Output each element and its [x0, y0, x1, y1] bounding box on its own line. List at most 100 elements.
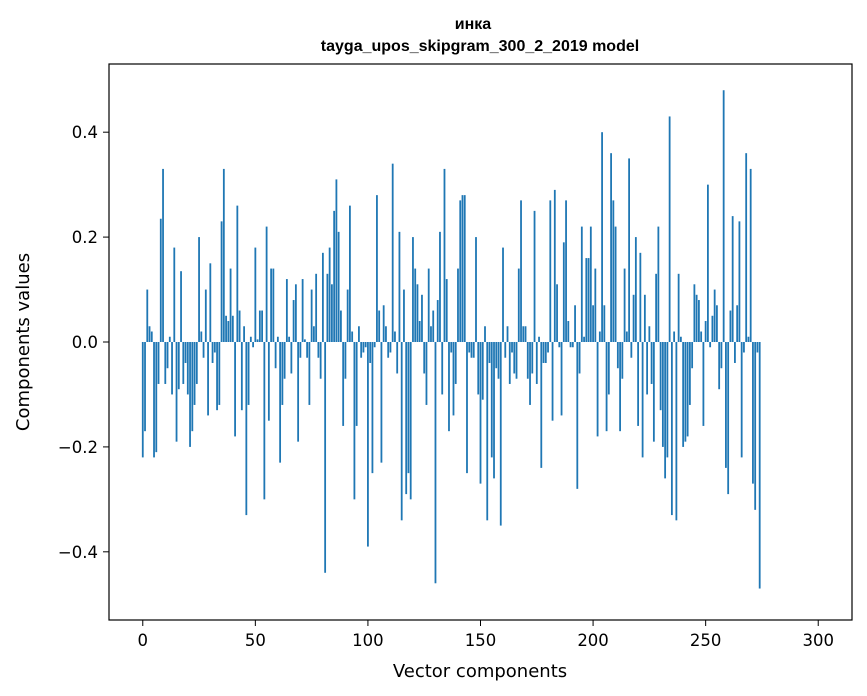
bar-125	[423, 342, 426, 374]
y-tick-label: −0.4	[58, 543, 98, 562]
bar-122	[416, 284, 419, 342]
bar-237	[675, 342, 678, 521]
bar-9	[162, 168, 164, 342]
bar-77	[315, 273, 318, 342]
plot-frame	[108, 63, 853, 621]
bar-253	[711, 315, 714, 342]
bar-256	[718, 342, 721, 390]
bar-109	[387, 342, 390, 358]
bar-41	[234, 342, 236, 437]
bar-47	[247, 342, 250, 405]
bar-245	[693, 284, 696, 342]
bar-36	[222, 168, 225, 342]
y-tick-label: 0.2	[72, 228, 98, 247]
bar-268	[745, 153, 748, 342]
bar-178	[542, 342, 545, 363]
bar-205	[603, 305, 606, 342]
bar-37	[225, 315, 227, 342]
bar-139	[454, 342, 457, 384]
bar-167	[517, 268, 520, 342]
bar-118	[407, 342, 410, 474]
bar-163	[508, 342, 511, 384]
bar-0	[141, 342, 144, 458]
bar-17	[180, 271, 182, 342]
bar-114	[398, 231, 401, 342]
bar-64	[285, 279, 288, 342]
bar-10	[164, 342, 167, 384]
x-tick-label: 100	[352, 631, 384, 650]
bar-88	[340, 310, 342, 342]
bar-50	[254, 247, 257, 342]
bar-71	[301, 279, 304, 342]
bar-186	[560, 342, 563, 416]
bar-55	[265, 226, 268, 342]
bar-151	[481, 342, 484, 400]
y-axis-ticks: −0.4 −0.2 0.0 0.2 0.4	[58, 123, 109, 562]
bar-84	[331, 284, 333, 342]
bar-153	[486, 342, 489, 521]
chart-subtitle: tayga_upos_skipgram_300_2_2019 model	[321, 38, 639, 55]
bar-18	[182, 342, 185, 384]
bar-217	[630, 342, 633, 358]
bar-193	[576, 342, 579, 489]
bar-82	[326, 273, 329, 342]
bar-121	[414, 268, 417, 342]
bar-266	[740, 342, 743, 458]
bar-95	[355, 342, 358, 426]
bar-61	[279, 342, 282, 463]
bar-98	[362, 342, 365, 353]
bar-267	[743, 342, 745, 353]
bar-260	[727, 342, 730, 495]
bar-185	[558, 342, 561, 348]
bar-265	[738, 221, 741, 342]
bar-183	[553, 189, 556, 342]
bar-175	[535, 342, 538, 384]
bar-103	[373, 342, 376, 348]
bar-259	[725, 342, 727, 468]
bar-227	[652, 342, 655, 442]
bar-45	[243, 326, 245, 342]
bar-196	[583, 336, 585, 342]
bar-39	[229, 268, 232, 342]
bar-78	[317, 342, 320, 358]
bar-108	[385, 326, 387, 342]
y-tick-label: 0.0	[72, 333, 98, 352]
bar-34	[218, 342, 221, 405]
bar-142	[461, 195, 464, 342]
bar-13	[171, 342, 173, 395]
bar-137	[450, 342, 453, 353]
bar-117	[405, 342, 408, 495]
bar-81	[324, 342, 327, 573]
bar-104	[376, 195, 378, 342]
bar-120	[412, 237, 414, 342]
bar-131	[436, 300, 439, 342]
bar-198	[587, 258, 590, 342]
bar-157	[495, 342, 498, 369]
y-axis-label: Components values	[13, 253, 34, 431]
bar-184	[556, 284, 558, 342]
bar-189	[567, 321, 570, 342]
bar-135	[445, 279, 448, 342]
bar-12	[168, 336, 171, 342]
bar-89	[342, 342, 345, 426]
bar-169	[522, 326, 525, 342]
bar-51	[256, 339, 259, 342]
bar-143	[463, 195, 466, 342]
bar-57	[270, 268, 273, 342]
bar-60	[276, 336, 279, 342]
bar-32	[213, 342, 216, 353]
bar-190	[569, 342, 572, 348]
bar-35	[220, 221, 223, 342]
bar-7	[157, 342, 160, 384]
bar-144	[466, 342, 468, 474]
bar-91	[346, 289, 349, 342]
bar-44	[240, 342, 243, 411]
bar-43	[238, 310, 241, 342]
bar-90	[344, 342, 347, 379]
bar-3	[148, 326, 151, 342]
bar-246	[695, 294, 698, 342]
x-tick-label: 50	[245, 631, 266, 650]
bar-79	[319, 342, 322, 379]
bar-150	[479, 342, 482, 484]
bar-220	[637, 342, 640, 426]
